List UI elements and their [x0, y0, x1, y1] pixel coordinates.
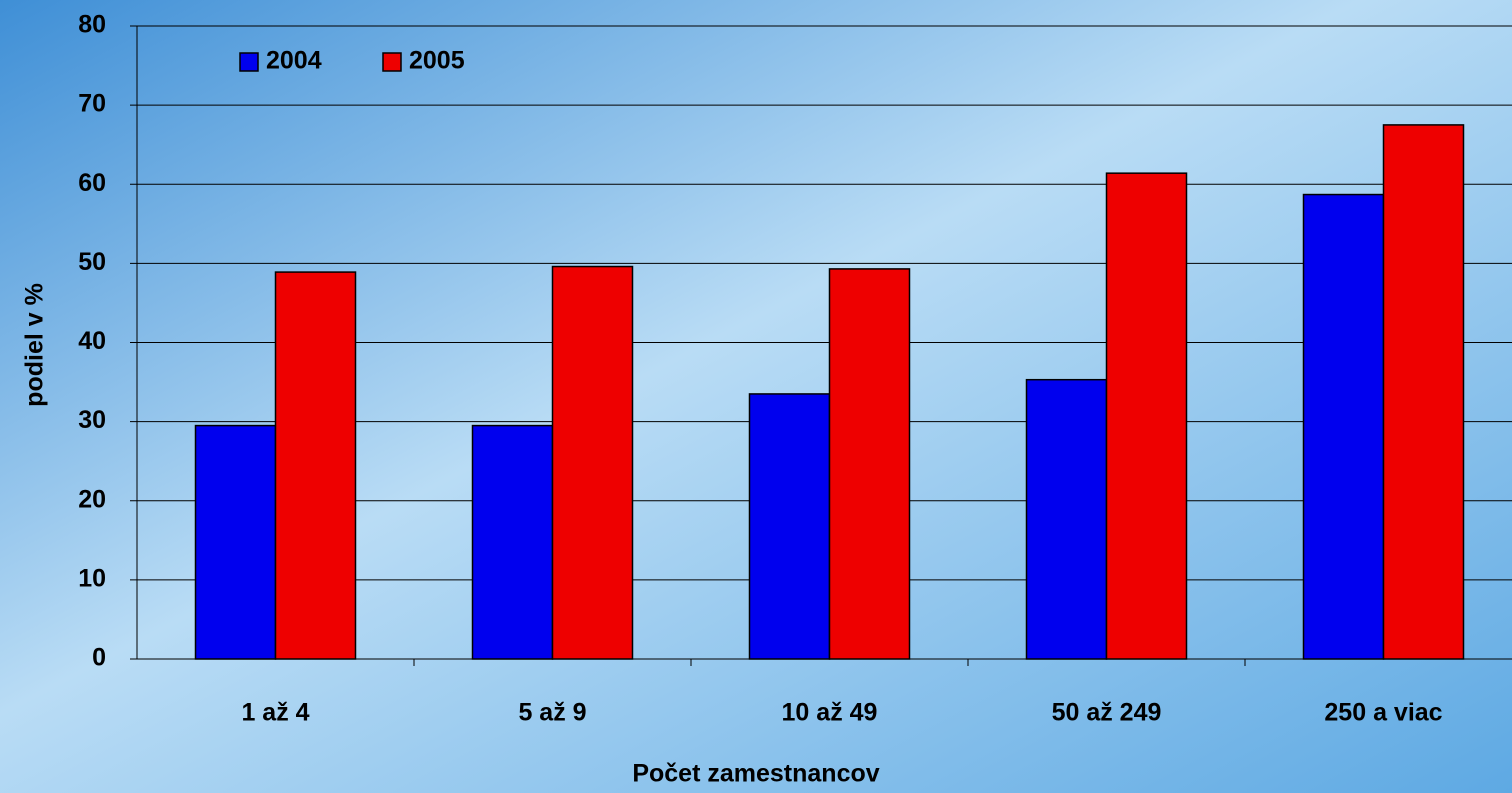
bar	[748, 393, 831, 660]
y-tick-label: 0	[92, 644, 106, 672]
bar	[1025, 378, 1108, 660]
y-tick-label: 30	[78, 406, 106, 434]
bar	[1382, 124, 1465, 660]
x-tick-label: 1 až 4	[241, 699, 309, 727]
bar	[828, 268, 911, 660]
y-tick-label: 50	[78, 248, 106, 276]
y-tick-label: 20	[78, 485, 106, 513]
bar	[1302, 193, 1385, 660]
y-axis-title: podiel v %	[21, 283, 49, 407]
legend-label: 2005	[409, 47, 465, 75]
legend-swatch	[382, 52, 402, 72]
bar	[551, 265, 634, 660]
y-tick-label: 70	[78, 90, 106, 118]
y-tick-label: 60	[78, 169, 106, 197]
x-tick-label: 50 až 249	[1052, 699, 1162, 727]
y-tick-label: 40	[78, 327, 106, 355]
bar	[471, 424, 554, 660]
x-tick-label: 10 až 49	[782, 699, 878, 727]
legend-swatch	[239, 52, 259, 72]
x-axis-title: Počet zamestnancov	[632, 760, 879, 788]
bar	[274, 271, 357, 660]
x-tick-label: 5 až 9	[518, 699, 586, 727]
y-tick-label: 80	[78, 11, 106, 39]
x-tick-label: 250 a viac	[1324, 699, 1442, 727]
bar	[1105, 172, 1188, 660]
legend-label: 2004	[266, 47, 322, 75]
y-tick-label: 10	[78, 564, 106, 592]
bar	[194, 424, 277, 660]
